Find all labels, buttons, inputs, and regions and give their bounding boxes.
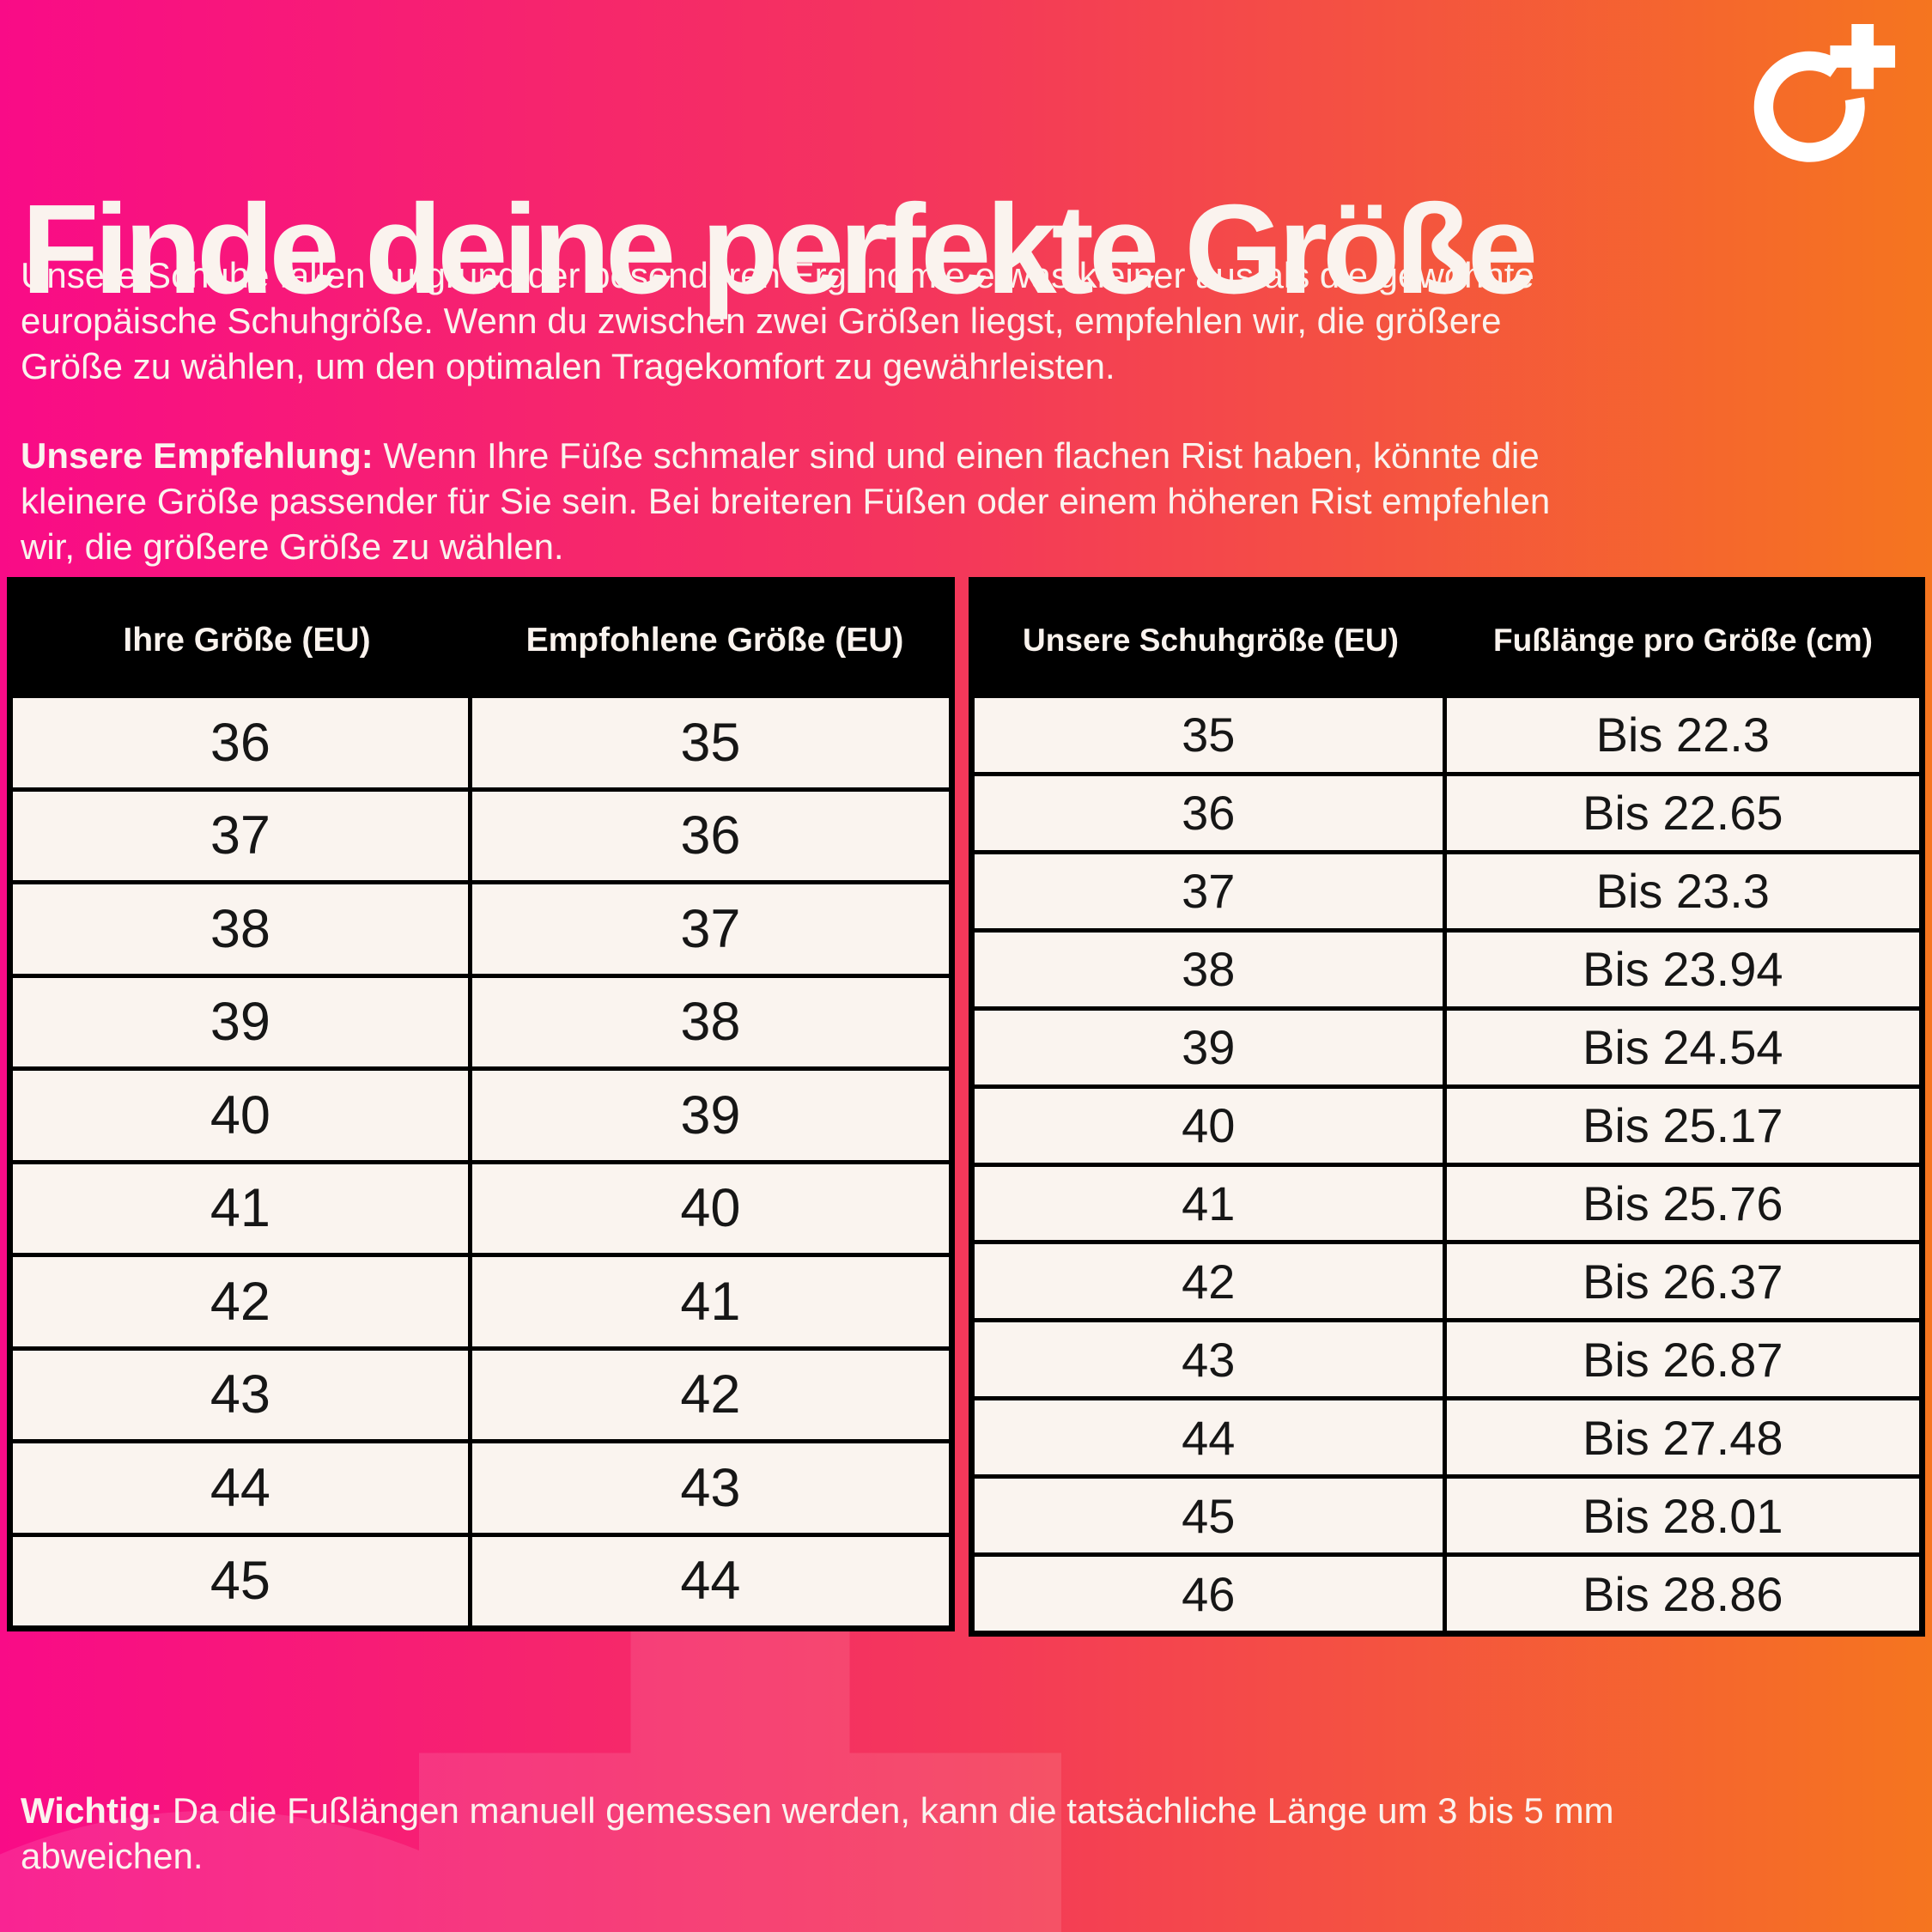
column-header: Fußlänge pro Größe (cm) [1493,623,1873,658]
table-row: 39 Bis 24.54 [975,1010,1919,1084]
footer-note: Wichtig: Da die Fußlängen manuell gemess… [21,1788,1910,1879]
table-cell: 41 [975,1166,1443,1241]
table-cell: Bis 28.01 [1446,1479,1919,1553]
table-row: 45 44 [13,1536,949,1625]
table-row: 39 38 [13,977,949,1066]
size-conversion-table: Ihre Größe (EU) Empfohlene Größe (EU) 36… [7,577,955,1631]
table-cell: Bis 26.87 [1446,1322,1919,1397]
table-cell: 37 [13,791,468,880]
table-cell: 40 [471,1163,949,1253]
recommendation-paragraph: Unsere Empfehlung: Wenn Ihre Füße schmal… [21,433,1910,569]
table-cell: 39 [13,977,468,1066]
table-cell: 36 [471,791,949,880]
recommendation-label: Unsere Empfehlung: [21,435,374,476]
column-header: Empfohlene Größe (EU) [526,622,904,659]
recommendation-text: Wenn Ihre Füße schmaler sind und einen f… [21,435,1551,567]
footer-label: Wichtig: [21,1790,163,1831]
table-cell: 45 [13,1536,468,1625]
table-cell: Bis 22.3 [1446,698,1919,772]
table-cell: 37 [471,884,949,974]
table-row: 46 Bis 28.86 [975,1557,1919,1631]
table-cell: 44 [975,1400,1443,1475]
table-cell: Bis 25.17 [1446,1088,1919,1163]
table-row: 42 Bis 26.37 [975,1244,1919,1319]
table-row: 45 Bis 28.01 [975,1479,1919,1553]
table-cell: 36 [13,698,468,787]
table-row: 40 39 [13,1071,949,1160]
column-header: Unsere Schuhgröße (EU) [1023,623,1399,658]
table-row: 38 37 [13,884,949,974]
table-row: 37 36 [13,791,949,880]
table-row: 42 41 [13,1257,949,1346]
table-row: 43 Bis 26.87 [975,1322,1919,1397]
table-cell: 37 [975,854,1443,928]
table-cell: 45 [975,1479,1443,1553]
table-cell: Bis 22.65 [1446,775,1919,850]
table-cell: Bis 26.37 [1446,1244,1919,1319]
size-table-body: 36 35 37 36 38 37 39 38 40 39 41 40 42 41 43 42 44 43 45 44 [13,698,949,1625]
table-row: 44 43 [13,1443,949,1533]
table-cell: 44 [471,1536,949,1625]
table-cell: 42 [471,1350,949,1439]
size-table-header: Ihre Größe (EU) Empfohlene Größe (EU) [13,583,949,698]
table-row: 36 Bis 22.65 [975,775,1919,850]
table-row: 36 35 [13,698,949,787]
table-cell: 42 [13,1257,468,1346]
table-row: 41 40 [13,1163,949,1253]
table-cell: Bis 23.3 [1446,854,1919,928]
table-cell: 38 [13,884,468,974]
table-row: 37 Bis 23.3 [975,854,1919,928]
table-cell: 39 [471,1071,949,1160]
table-cell: 35 [471,698,949,787]
table-cell: 44 [13,1443,468,1533]
intro-paragraph: Unsere Schuhe fallen aufgrund der besond… [21,255,1534,386]
length-table-header: Unsere Schuhgröße (EU) Fußlänge pro Größ… [975,583,1919,698]
table-cell: 39 [975,1010,1443,1084]
brand-circle-plus-icon [1741,24,1908,172]
table-cell: Bis 23.94 [1446,932,1919,1006]
table-row: 43 42 [13,1350,949,1439]
table-cell: 36 [975,775,1443,850]
table-cell: 43 [13,1350,468,1439]
column-header: Ihre Größe (EU) [123,622,371,659]
table-cell: Bis 27.48 [1446,1400,1919,1475]
page-title: Finde deine perfekte Größe [21,179,1538,321]
table-cell: 43 [471,1443,949,1533]
table-cell: 41 [471,1257,949,1346]
table-cell: Bis 24.54 [1446,1010,1919,1084]
table-cell: 41 [13,1163,468,1253]
table-row: 35 Bis 22.3 [975,698,1919,772]
table-cell: 46 [975,1557,1443,1631]
table-cell: 42 [975,1244,1443,1319]
table-row: 41 Bis 25.76 [975,1166,1919,1241]
length-table-body: 35 Bis 22.3 36 Bis 22.65 37 Bis 23.3 38 Bis 23.… [975,698,1919,1631]
table-cell: 38 [975,932,1443,1006]
table-row: 38 Bis 23.94 [975,932,1919,1006]
table-row: 40 Bis 25.17 [975,1088,1919,1163]
table-cell: 40 [975,1088,1443,1163]
table-cell: 35 [975,698,1443,772]
footer-text: Da die Fußlängen manuell gemessen werden… [21,1790,1614,1876]
foot-length-table: Unsere Schuhgröße (EU) Fußlänge pro Größ… [969,577,1925,1637]
table-cell: 43 [975,1322,1443,1397]
table-cell: Bis 25.76 [1446,1166,1919,1241]
table-row: 44 Bis 27.48 [975,1400,1919,1475]
table-cell: 40 [13,1071,468,1160]
table-cell: 38 [471,977,949,1066]
table-cell: Bis 28.86 [1446,1557,1919,1631]
